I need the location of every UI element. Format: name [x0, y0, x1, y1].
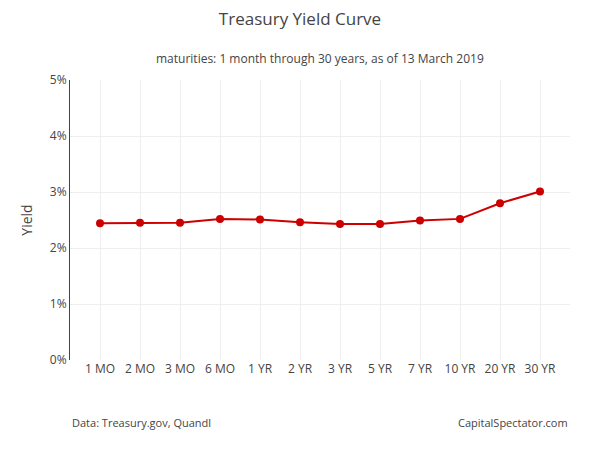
svg-text:3 MO: 3 MO — [165, 360, 195, 377]
svg-text:Yield: Yield — [17, 204, 36, 235]
svg-text:30 YR: 30 YR — [525, 360, 557, 377]
svg-text:CapitalSpectator.com: CapitalSpectator.com — [458, 415, 568, 430]
svg-text:3%: 3% — [50, 183, 67, 200]
svg-text:3 YR: 3 YR — [328, 360, 353, 377]
svg-text:maturities: 1 month through 30: maturities: 1 month through 30 years, as… — [156, 50, 484, 67]
svg-text:Data: Treasury.gov, Quandl: Data: Treasury.gov, Quandl — [72, 415, 211, 430]
svg-text:10 YR: 10 YR — [445, 360, 477, 377]
svg-text:20 YR: 20 YR — [485, 360, 517, 377]
svg-text:2%: 2% — [50, 239, 67, 256]
svg-text:0%: 0% — [50, 351, 67, 368]
svg-text:4%: 4% — [50, 127, 67, 144]
svg-text:5 YR: 5 YR — [368, 360, 393, 377]
svg-text:1%: 1% — [50, 295, 67, 312]
svg-text:Treasury Yield Curve: Treasury Yield Curve — [219, 7, 381, 30]
svg-text:2 MO: 2 MO — [125, 360, 155, 377]
svg-text:7 YR: 7 YR — [408, 360, 433, 377]
svg-text:1 MO: 1 MO — [85, 360, 115, 377]
svg-text:1 YR: 1 YR — [248, 360, 273, 377]
svg-text:2 YR: 2 YR — [288, 360, 313, 377]
svg-text:5%: 5% — [50, 71, 67, 88]
svg-text:6 MO: 6 MO — [205, 360, 235, 377]
